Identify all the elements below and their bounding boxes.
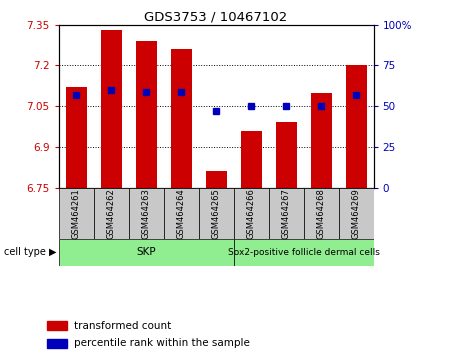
Bar [275, 122, 297, 188]
Bar [94, 188, 129, 239]
Text: Sox2-positive follicle dermal cells: Sox2-positive follicle dermal cells [228, 248, 379, 257]
Bar [234, 239, 374, 266]
Bar [48, 321, 67, 330]
Text: GSM464267: GSM464267 [282, 188, 291, 239]
Bar [66, 87, 86, 188]
Title: GDS3753 / 10467102: GDS3753 / 10467102 [144, 11, 288, 24]
Text: GSM464261: GSM464261 [72, 188, 81, 239]
Bar [171, 49, 192, 188]
Bar [206, 171, 226, 188]
Text: GSM464269: GSM464269 [351, 188, 360, 239]
Text: GSM464262: GSM464262 [107, 188, 116, 239]
Bar [198, 188, 234, 239]
Bar [129, 188, 163, 239]
Bar [346, 65, 366, 188]
Bar [303, 188, 338, 239]
Text: GSM464266: GSM464266 [247, 188, 256, 239]
Bar [58, 188, 94, 239]
Bar [234, 188, 269, 239]
Bar [163, 188, 198, 239]
Text: GSM464268: GSM464268 [316, 188, 325, 239]
Text: GSM464263: GSM464263 [141, 188, 150, 239]
Bar [135, 41, 157, 188]
Text: GSM464265: GSM464265 [212, 188, 220, 239]
Text: transformed count: transformed count [74, 321, 171, 331]
Bar [338, 188, 373, 239]
Bar [269, 188, 303, 239]
Text: percentile rank within the sample: percentile rank within the sample [74, 338, 250, 348]
Bar [58, 239, 234, 266]
Bar [100, 30, 122, 188]
Bar [310, 93, 332, 188]
Text: cell type ▶: cell type ▶ [4, 247, 57, 257]
Text: GSM464264: GSM464264 [176, 188, 185, 239]
Text: SKP: SKP [136, 247, 156, 257]
Bar [240, 131, 261, 188]
Bar [48, 339, 67, 348]
